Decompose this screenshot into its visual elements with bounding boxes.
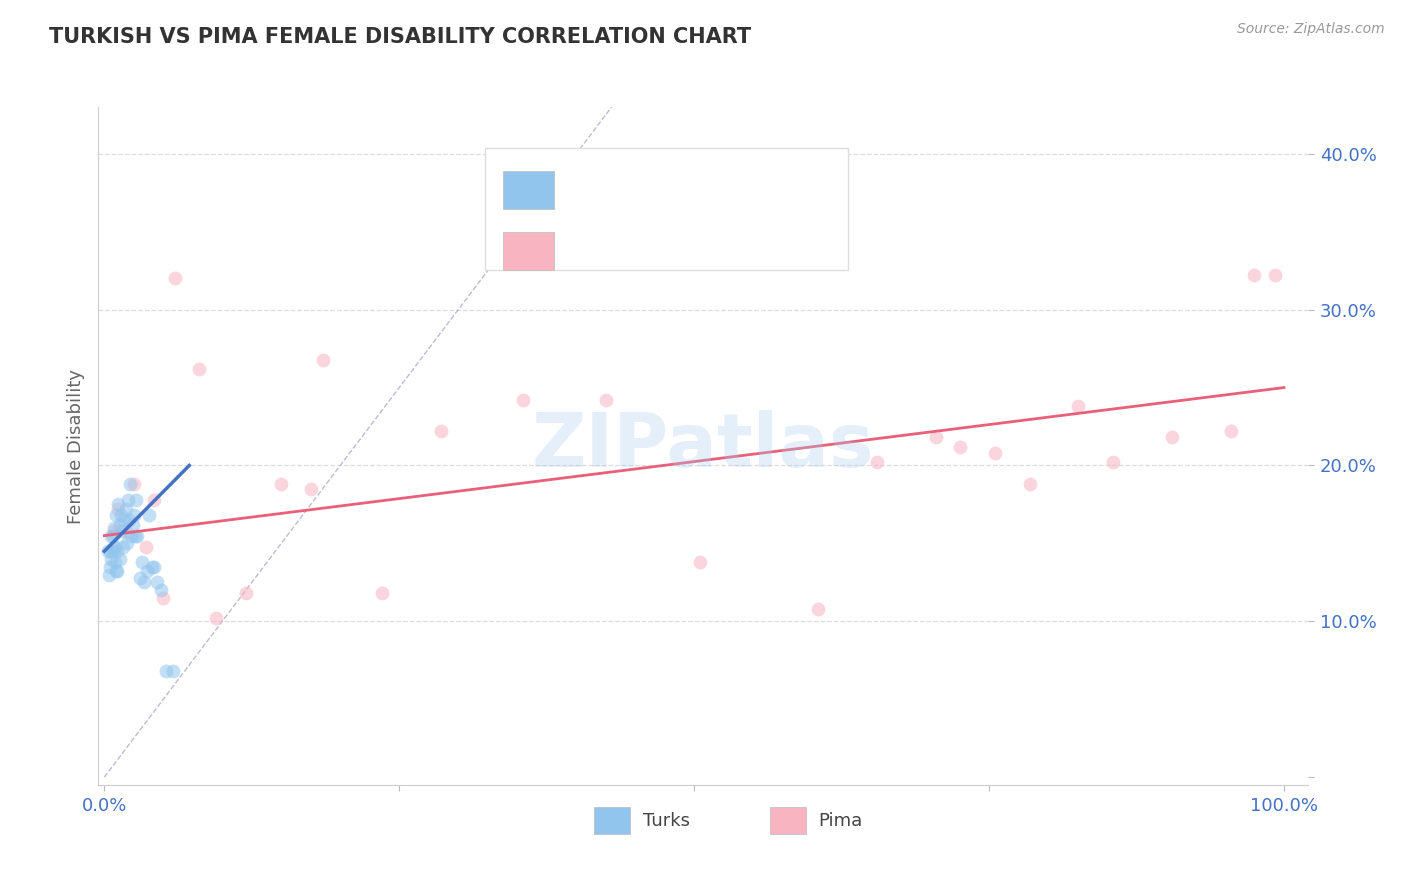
Text: Pima: Pima: [818, 812, 862, 830]
Point: [235, 586, 257, 600]
Point: [152, 591, 174, 605]
Point: [105, 565, 128, 579]
Point: [110, 508, 132, 523]
Point: [142, 559, 165, 574]
Point: [689, 555, 711, 569]
Point: [1264, 268, 1286, 283]
Point: [125, 492, 148, 507]
Point: [104, 555, 127, 569]
Text: Turks: Turks: [643, 812, 689, 830]
Point: [984, 446, 1007, 460]
Point: [120, 477, 142, 491]
Point: [122, 477, 145, 491]
Point: [107, 502, 129, 516]
Point: [103, 524, 125, 538]
Point: [1243, 268, 1265, 283]
Point: [121, 517, 143, 532]
Point: [118, 513, 141, 527]
Point: [135, 565, 157, 579]
Point: [101, 544, 124, 558]
Text: R = 0.338   N = 45: R = 0.338 N = 45: [576, 179, 776, 198]
Point: [101, 528, 124, 542]
Point: [141, 559, 163, 574]
Point: [112, 513, 135, 527]
Point: [114, 502, 136, 516]
Point: [104, 540, 127, 554]
Point: [948, 440, 970, 454]
Point: [205, 611, 228, 625]
FancyBboxPatch shape: [503, 171, 554, 209]
Point: [146, 575, 169, 590]
Point: [100, 528, 122, 542]
Point: [138, 508, 160, 523]
Point: [270, 477, 292, 491]
Point: [112, 540, 135, 554]
Point: [925, 430, 948, 444]
Point: [165, 271, 187, 285]
Point: [1219, 424, 1241, 438]
Text: Source: ZipAtlas.com: Source: ZipAtlas.com: [1237, 22, 1385, 37]
Point: [111, 524, 134, 538]
Point: [108, 552, 131, 566]
Point: [127, 528, 149, 542]
Point: [115, 536, 138, 550]
Text: ZIPatlas: ZIPatlas: [531, 409, 875, 483]
Point: [105, 508, 128, 523]
Point: [1019, 477, 1042, 491]
Point: [128, 571, 150, 585]
Y-axis label: Female Disability: Female Disability: [66, 368, 84, 524]
Point: [114, 524, 136, 538]
Point: [107, 498, 129, 512]
Point: [429, 424, 451, 438]
Point: [120, 528, 142, 542]
Point: [162, 664, 184, 678]
Point: [1102, 455, 1125, 469]
Point: [134, 575, 156, 590]
Point: [98, 567, 121, 582]
Point: [105, 544, 128, 558]
Point: [512, 392, 534, 407]
Point: [103, 540, 125, 554]
Point: [117, 492, 139, 507]
Point: [807, 602, 830, 616]
Text: TURKISH VS PIMA FEMALE DISABILITY CORRELATION CHART: TURKISH VS PIMA FEMALE DISABILITY CORREL…: [49, 27, 751, 46]
Point: [1066, 399, 1088, 413]
Point: [311, 352, 333, 367]
FancyBboxPatch shape: [595, 807, 630, 834]
Point: [131, 555, 153, 569]
Point: [135, 540, 157, 554]
Point: [98, 559, 121, 574]
Point: [103, 521, 125, 535]
Point: [122, 508, 145, 523]
Point: [105, 565, 128, 579]
Point: [149, 583, 172, 598]
FancyBboxPatch shape: [769, 807, 806, 834]
Point: [97, 544, 120, 558]
Point: [108, 517, 131, 532]
Point: [142, 492, 165, 507]
Point: [98, 544, 121, 558]
Text: R = 0.578   N = 31: R = 0.578 N = 31: [576, 240, 776, 259]
Point: [100, 552, 122, 566]
Point: [370, 586, 392, 600]
FancyBboxPatch shape: [503, 233, 554, 269]
Point: [187, 362, 209, 376]
Point: [866, 455, 889, 469]
Point: [595, 392, 617, 407]
FancyBboxPatch shape: [485, 148, 848, 269]
Point: [155, 664, 177, 678]
Point: [1161, 430, 1184, 444]
Point: [299, 482, 322, 496]
Point: [124, 528, 146, 542]
